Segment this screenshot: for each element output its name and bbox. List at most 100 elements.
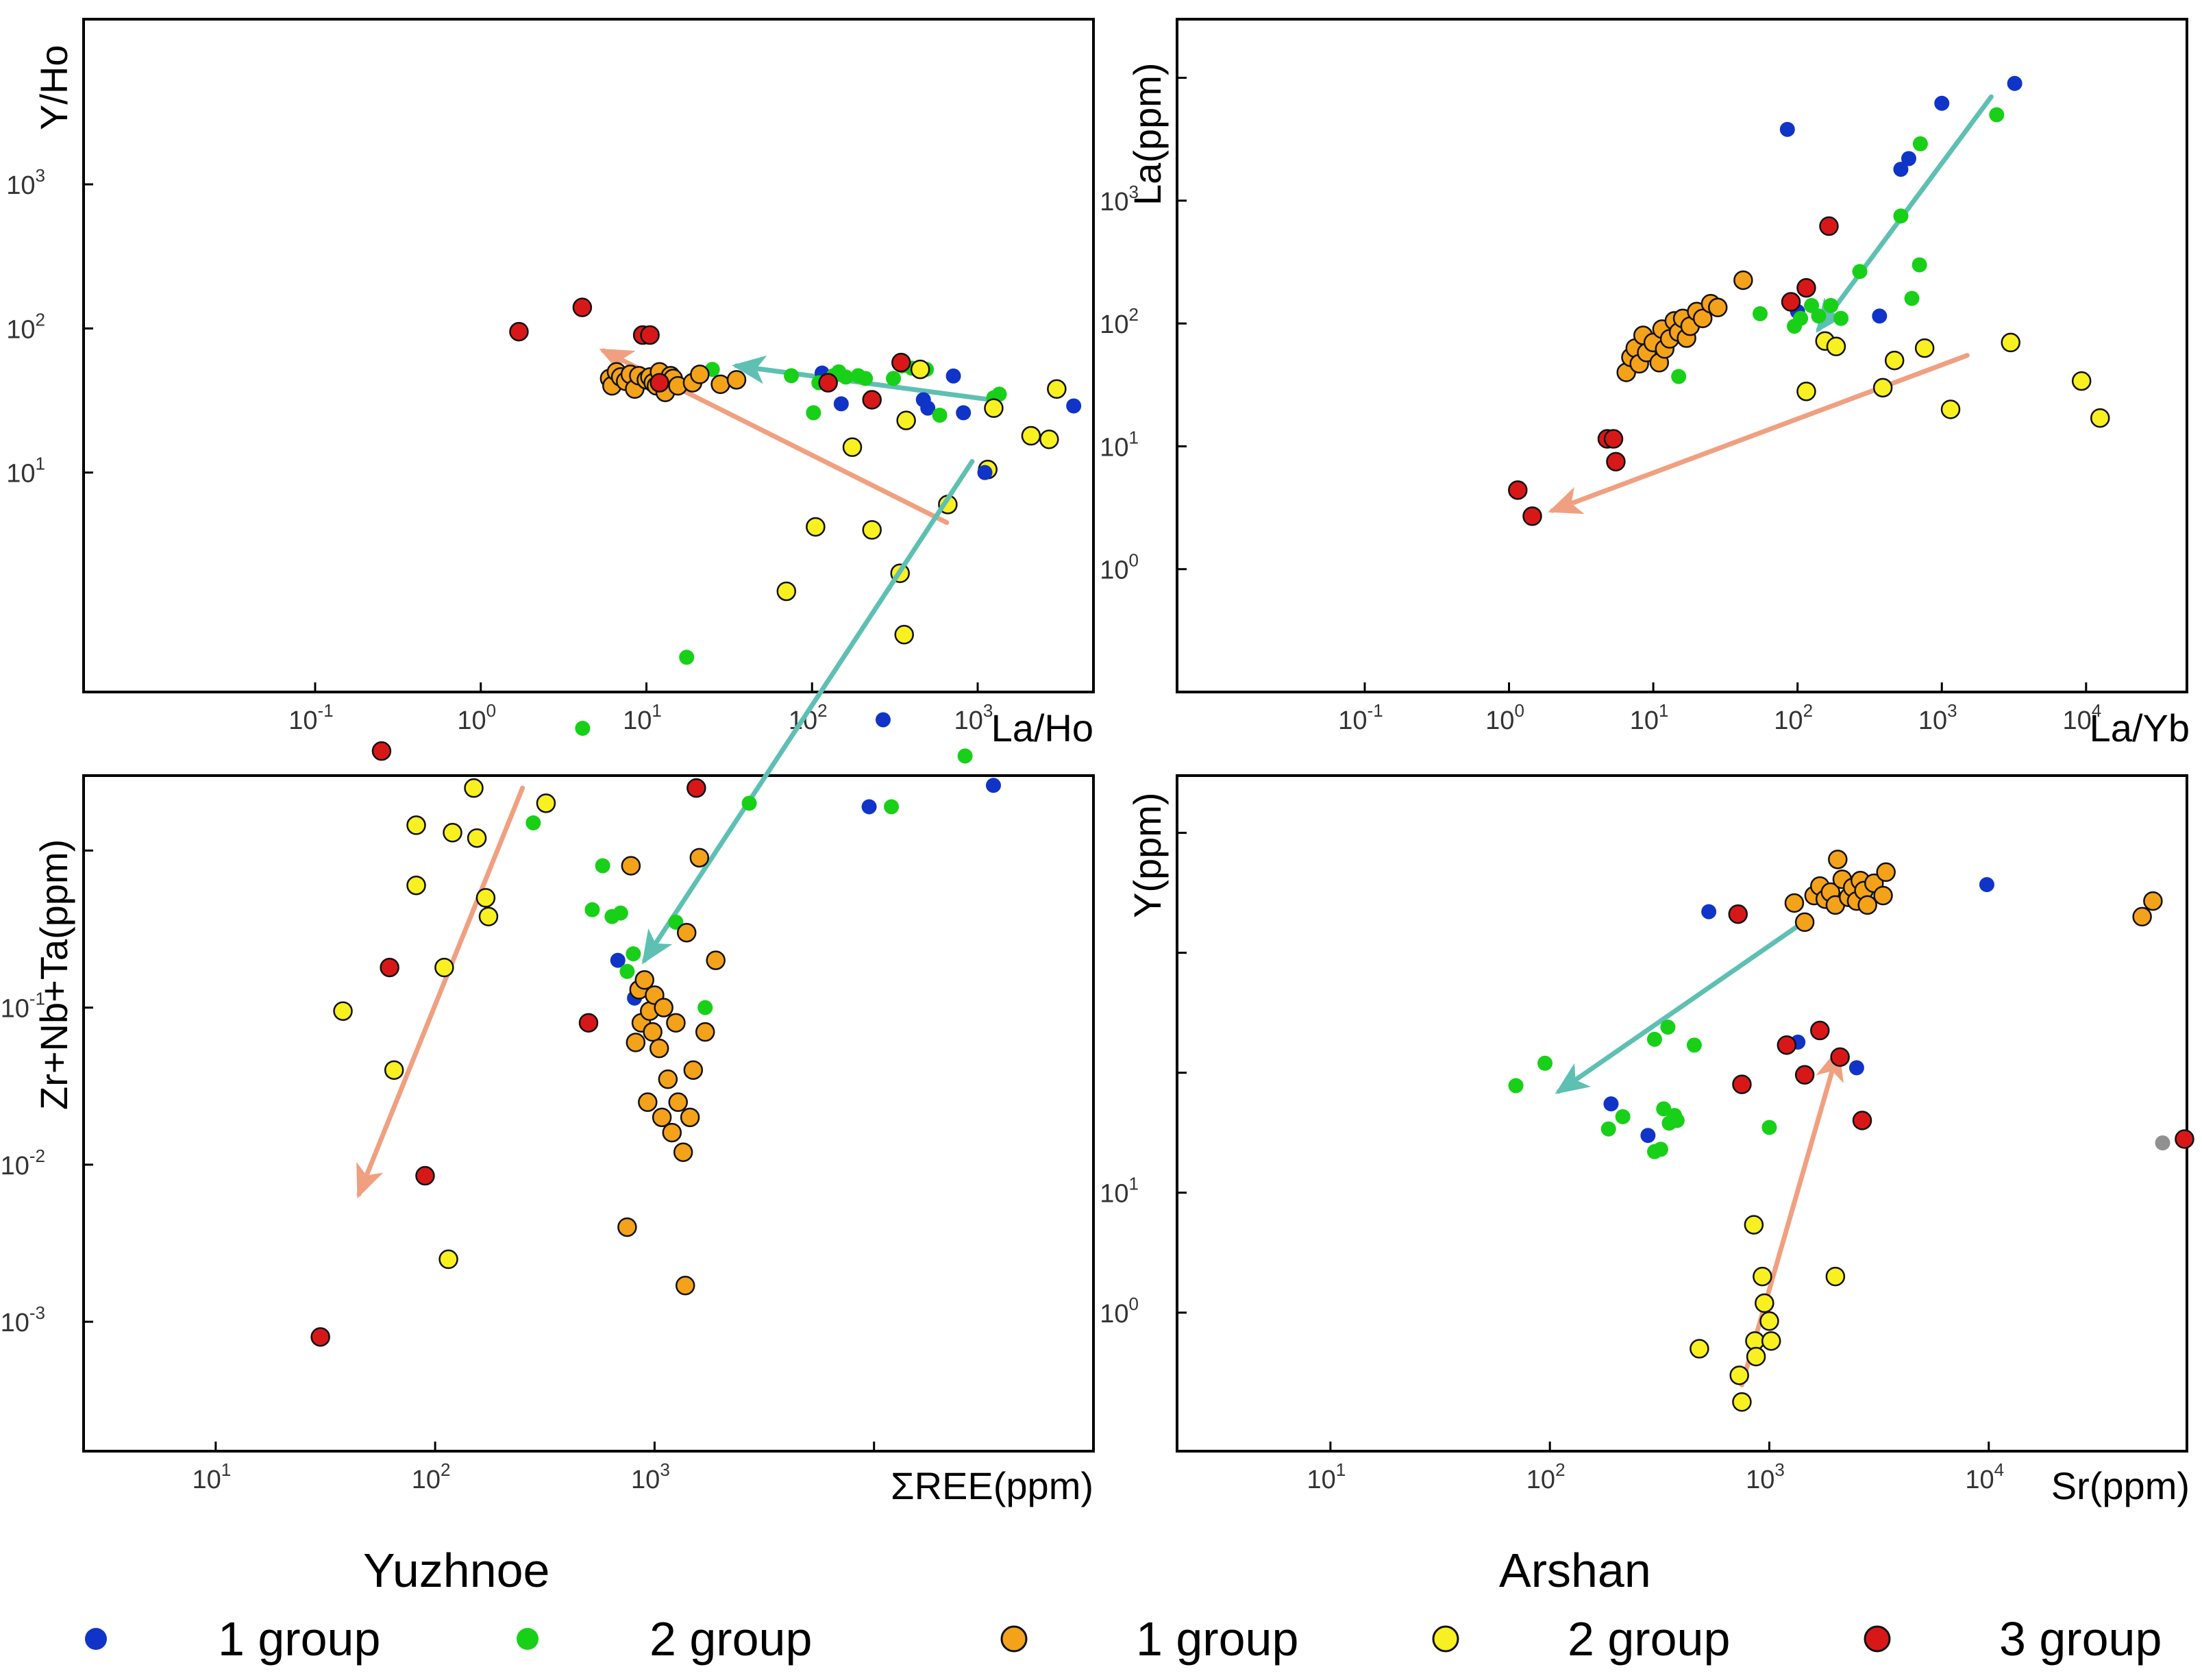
data-point-g2-yuzhnoe <box>1537 1055 1553 1071</box>
data-point-g2-arshan <box>478 906 499 926</box>
data-point-g2-arshan <box>1826 336 1846 356</box>
data-point-g2-yuzhnoe <box>1686 1037 1702 1053</box>
data-point-g2-arshan <box>1825 1266 1846 1287</box>
data-point-g2-arshan <box>842 437 863 457</box>
data-point-g3-arshan <box>572 297 593 317</box>
legend-title-yuzhnoe: Yuzhnoe <box>363 1544 549 1597</box>
data-point-g1-yuzhnoe <box>945 368 961 384</box>
data-point-g2-arshan <box>2071 371 2092 391</box>
y-tick-label: 10-2 <box>1 1146 45 1181</box>
data-point-g1-arshan <box>680 1107 700 1128</box>
data-point-g2-yuzhnoe <box>741 795 757 811</box>
trend-arrow <box>1555 921 1804 1094</box>
data-point-g1-yuzhnoe <box>1979 877 1994 893</box>
legend-label: 2 group <box>1568 1612 1730 1666</box>
data-point-g1-arshan <box>666 1013 686 1033</box>
axis-ticks: 101 102 103 104 100 101 <box>1100 832 2004 1494</box>
data-point-g1-arshan <box>638 1092 658 1112</box>
data-point-g2-arshan <box>1047 379 1067 399</box>
y-tick-label: 10-3 <box>1 1302 45 1337</box>
data-point-g1-yuzhnoe <box>1603 1096 1619 1112</box>
data-point-g2-arshan <box>1755 1293 1774 1313</box>
trend-arrows <box>356 459 975 1199</box>
data-point-g2-arshan <box>1746 1346 1766 1367</box>
data-point-g2-arshan <box>384 1060 404 1080</box>
legend: Yuzhnoe Arshan 1 group 2 group 1 group 2… <box>85 1544 2162 1666</box>
data-point-g1-yuzhnoe <box>1640 1128 1656 1144</box>
data-point-g1-arshan <box>668 1092 689 1112</box>
data-point-g1-arshan <box>690 365 710 384</box>
data-point-g3-arshan <box>1728 904 1748 924</box>
data-point-g3-arshan <box>862 390 882 410</box>
panel-la-yb: La(ppm) La/Yb 10-1 100 101 102 103 1041001011… <box>1100 18 2190 750</box>
data-point-g2-yuzhnoe <box>932 408 948 423</box>
data-point-g1-yuzhnoe <box>1872 308 1888 324</box>
data-point-g1-arshan <box>654 998 673 1017</box>
data-point-g2-arshan <box>2090 408 2110 428</box>
x-tick-label: 101 <box>1630 700 1669 735</box>
data-point-g1-arshan <box>649 1038 669 1059</box>
data-point-g2-yuzhnoe <box>1989 107 2005 123</box>
data-point-g2-yuzhnoe <box>1671 369 1687 384</box>
data-point-g2-arshan <box>406 815 426 835</box>
data-point-g2-yuzhnoe <box>1508 1078 1524 1094</box>
data-point-g2-arshan <box>1759 1311 1779 1331</box>
data-point-g3-arshan <box>1796 277 1816 298</box>
data-point-g1-yuzhnoe <box>956 405 972 421</box>
data-point-g1-arshan <box>634 970 655 990</box>
data-point-g2-yuzhnoe <box>806 405 821 421</box>
data-point-g2-arshan <box>1744 1215 1764 1235</box>
data-point-g1-arshan <box>706 950 726 970</box>
data-point-g3-arshan <box>891 352 911 373</box>
data-point-g3-arshan <box>1852 1111 1872 1131</box>
data-point-g1-arshan <box>658 1069 678 1089</box>
data-point-g2-arshan <box>333 1001 353 1021</box>
panel-frame <box>1176 18 2188 693</box>
data-point-g1-arshan <box>726 370 747 390</box>
data-point-g2-arshan <box>434 957 454 978</box>
data-point-g2-yuzhnoe <box>1852 264 1868 280</box>
data-points <box>509 297 1082 645</box>
data-point-g2-arshan <box>910 359 930 380</box>
data-point-g2-yuzhnoe <box>1653 1141 1668 1157</box>
data-point-g1-arshan <box>689 848 710 868</box>
y-tick-label: 100 <box>1100 1294 1139 1329</box>
data-point-g2-yuzhnoe <box>595 858 610 874</box>
data-point-g2-yuzhnoe <box>1660 1020 1676 1035</box>
data-point-g1-arshan <box>626 1033 646 1052</box>
y-tick-label: 103 <box>6 165 45 200</box>
data-point-g1-arshan <box>1828 850 1848 869</box>
data-point-g2-arshan <box>984 398 1004 418</box>
x-tick-label: 104 <box>1965 1459 2004 1494</box>
data-point-g2-arshan <box>536 793 556 813</box>
y-tick-label: 100 <box>1100 550 1139 585</box>
y-axis-label: Y(ppm) <box>1126 792 1169 918</box>
y-tick-label: 101 <box>6 454 45 489</box>
data-point-g1-arshan <box>1692 308 1713 328</box>
data-point-g2-yuzhnoe <box>1833 310 1849 326</box>
x-axis-label: ΣREE(ppm) <box>891 1464 1093 1507</box>
data-point-g2-yuzhnoe <box>991 386 1007 402</box>
panel-frame <box>1176 774 2188 1453</box>
data-point-g2-arshan <box>1872 378 1893 398</box>
data-point-g2-yuzhnoe <box>619 963 635 979</box>
data-point-g2-arshan <box>1729 1366 1749 1385</box>
legend-marker <box>1864 1625 1891 1653</box>
data-points <box>1508 75 2110 526</box>
legend-item-g1-arshan: 1 group <box>1000 1612 1298 1666</box>
data-point-g1-arshan <box>1876 862 1896 882</box>
data-point-g3-arshan <box>1794 1065 1815 1085</box>
data-point-g3-arshan <box>640 325 660 345</box>
data-point-g2-arshan <box>1761 1331 1781 1351</box>
x-tick-label: 102 <box>412 1459 451 1494</box>
panel-ree: Zr+Nb+Ta(ppm) ΣREE(ppm) 101 102 103 10-3 10-… <box>1 368 1095 1507</box>
data-point-g2-yuzhnoe <box>1615 1109 1631 1124</box>
data-point-g3-arshan <box>818 373 838 393</box>
trend-arrow <box>1548 353 1970 515</box>
legend-item-g3-arshan: 3 group <box>1864 1612 2162 1666</box>
legend-item-g2-yuzhnoe: 2 group <box>517 1612 812 1666</box>
data-point-g2-yuzhnoe <box>886 371 902 386</box>
x-tick-label: 10-1 <box>1338 700 1383 735</box>
